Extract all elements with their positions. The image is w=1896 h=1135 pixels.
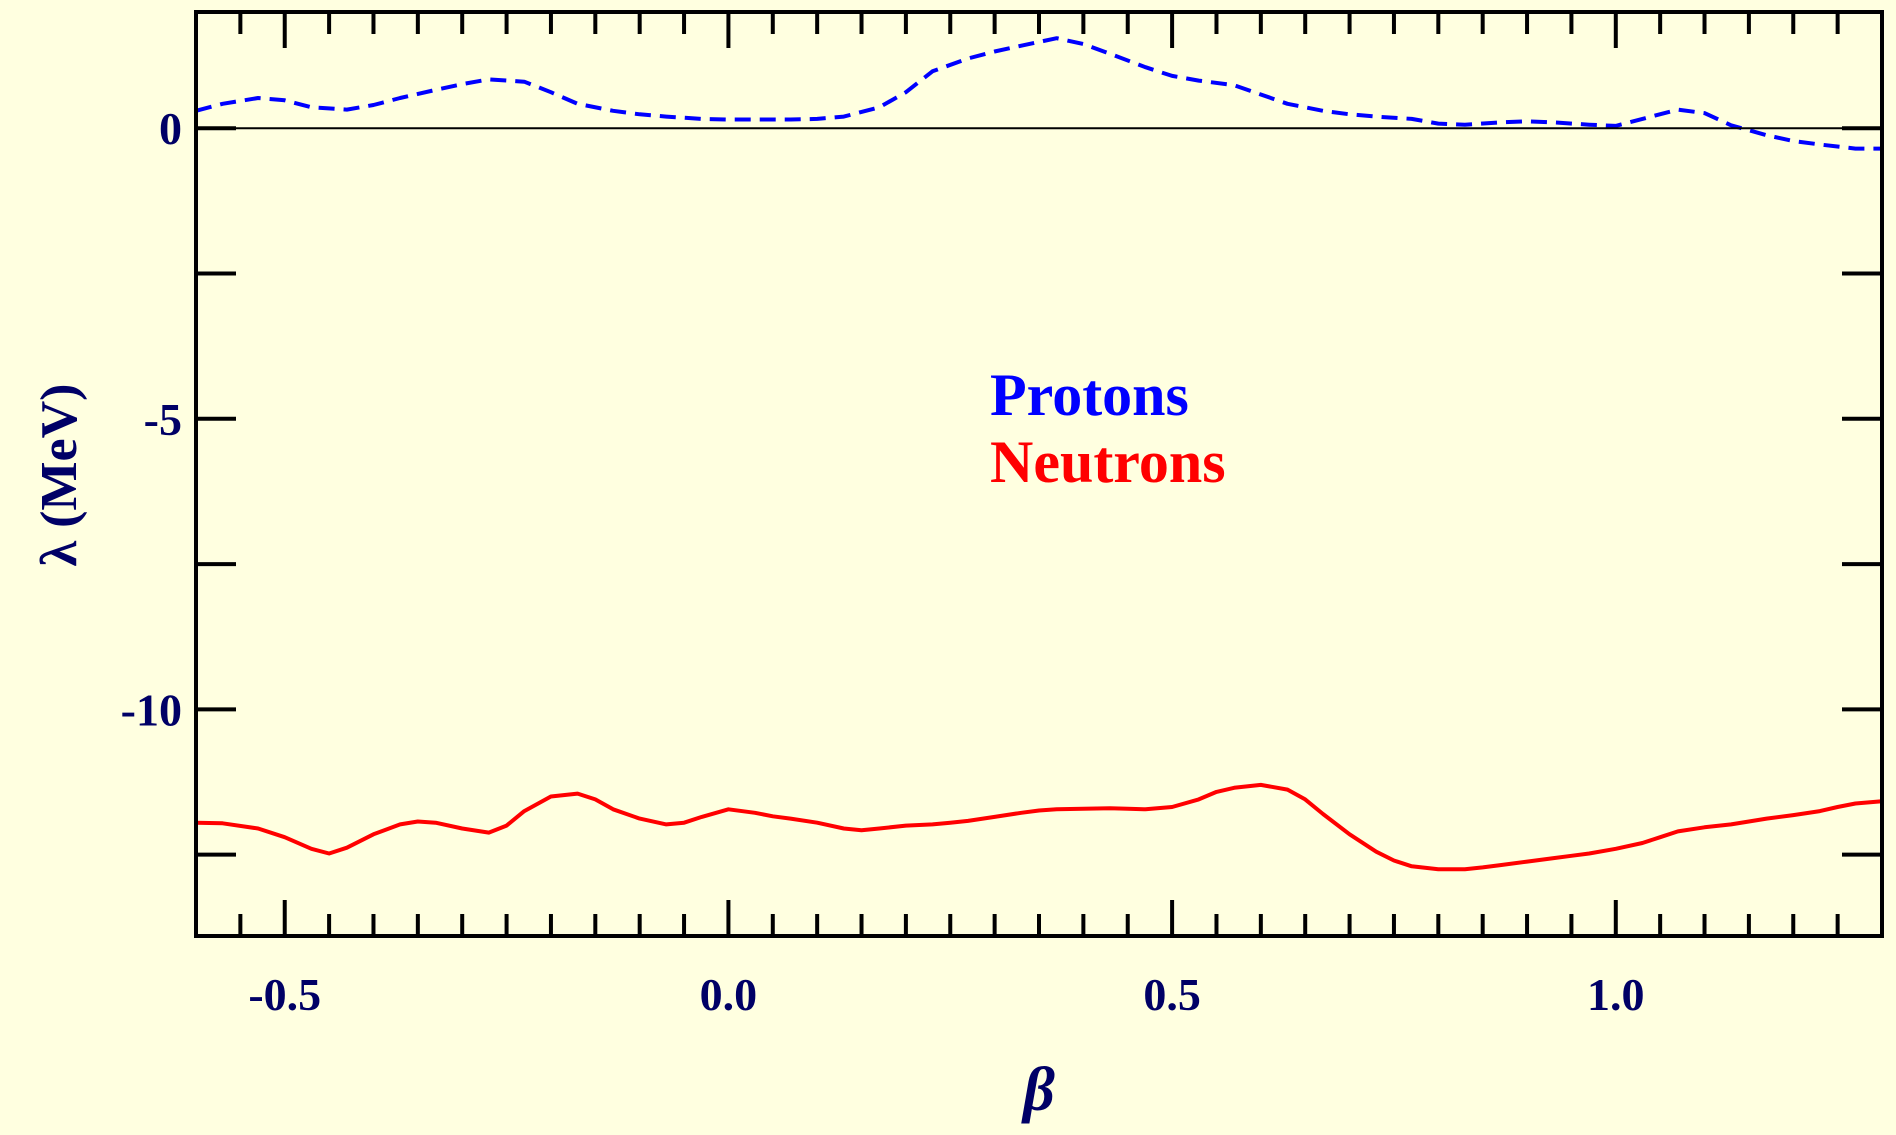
tick-marks [194,12,1884,936]
x-tick-label: 1.0 [1587,969,1645,1020]
x-axis-label: β [1021,1056,1055,1124]
x-tick-label: 0.5 [1143,969,1201,1020]
legend-protons: Protons [990,362,1189,428]
plot-frame [194,10,1884,938]
y-tick-labels: 0 -5 -10 [121,103,182,735]
series-line-protons [195,36,1882,151]
x-tick-label: 0.0 [700,969,758,1020]
y-tick-label: -5 [144,394,182,445]
x-tick-label: -0.5 [248,969,321,1020]
series-line-neutrons [195,782,1883,872]
legend-neutrons: Neutrons [990,429,1226,495]
y-tick-label: -10 [121,684,182,735]
series-group [195,36,1883,872]
y-axis-label: λ (MeV) [31,384,88,567]
y-tick-label: 0 [159,103,182,154]
x-tick-labels: -0.5 0.0 0.5 1.0 [248,969,1644,1020]
